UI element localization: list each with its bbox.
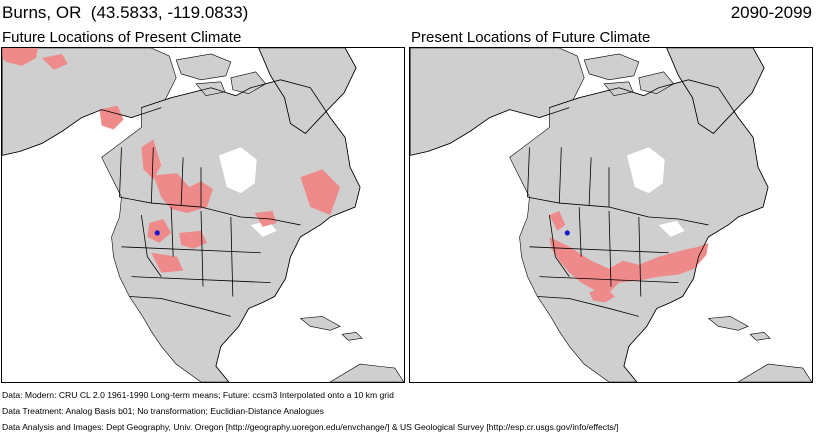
footer-data-source: Data: Modern: CRU CL 2.0 1961-1990 Long-… bbox=[2, 390, 394, 400]
great-lakes bbox=[250, 220, 277, 237]
left-panel-label: Future Locations of Present Climate bbox=[2, 29, 242, 46]
right-panel-label: Present Locations of Future Climate bbox=[411, 29, 651, 46]
site-title: Burns, OR (43.5833, -119.0833) bbox=[2, 3, 249, 22]
land-masses bbox=[410, 48, 812, 382]
time-period: 2090-2099 bbox=[730, 3, 812, 22]
site-marker bbox=[154, 230, 160, 236]
right-map bbox=[410, 48, 812, 382]
analog-regions bbox=[2, 48, 341, 273]
left-map bbox=[2, 48, 404, 382]
hudson-bay bbox=[218, 147, 257, 194]
land-masses bbox=[2, 48, 404, 382]
boundaries bbox=[2, 48, 361, 382]
left-map-panel bbox=[1, 47, 405, 383]
site-marker bbox=[564, 230, 570, 236]
boundaries bbox=[410, 48, 769, 382]
footer-data-treatment: Data Treatment: Analog Basis b01; No tra… bbox=[2, 406, 324, 416]
right-map-panel bbox=[409, 47, 813, 383]
great-lakes bbox=[658, 220, 685, 237]
hudson-bay bbox=[626, 147, 665, 194]
footer-credits: Data Analysis and Images: Dept Geography… bbox=[2, 422, 619, 432]
